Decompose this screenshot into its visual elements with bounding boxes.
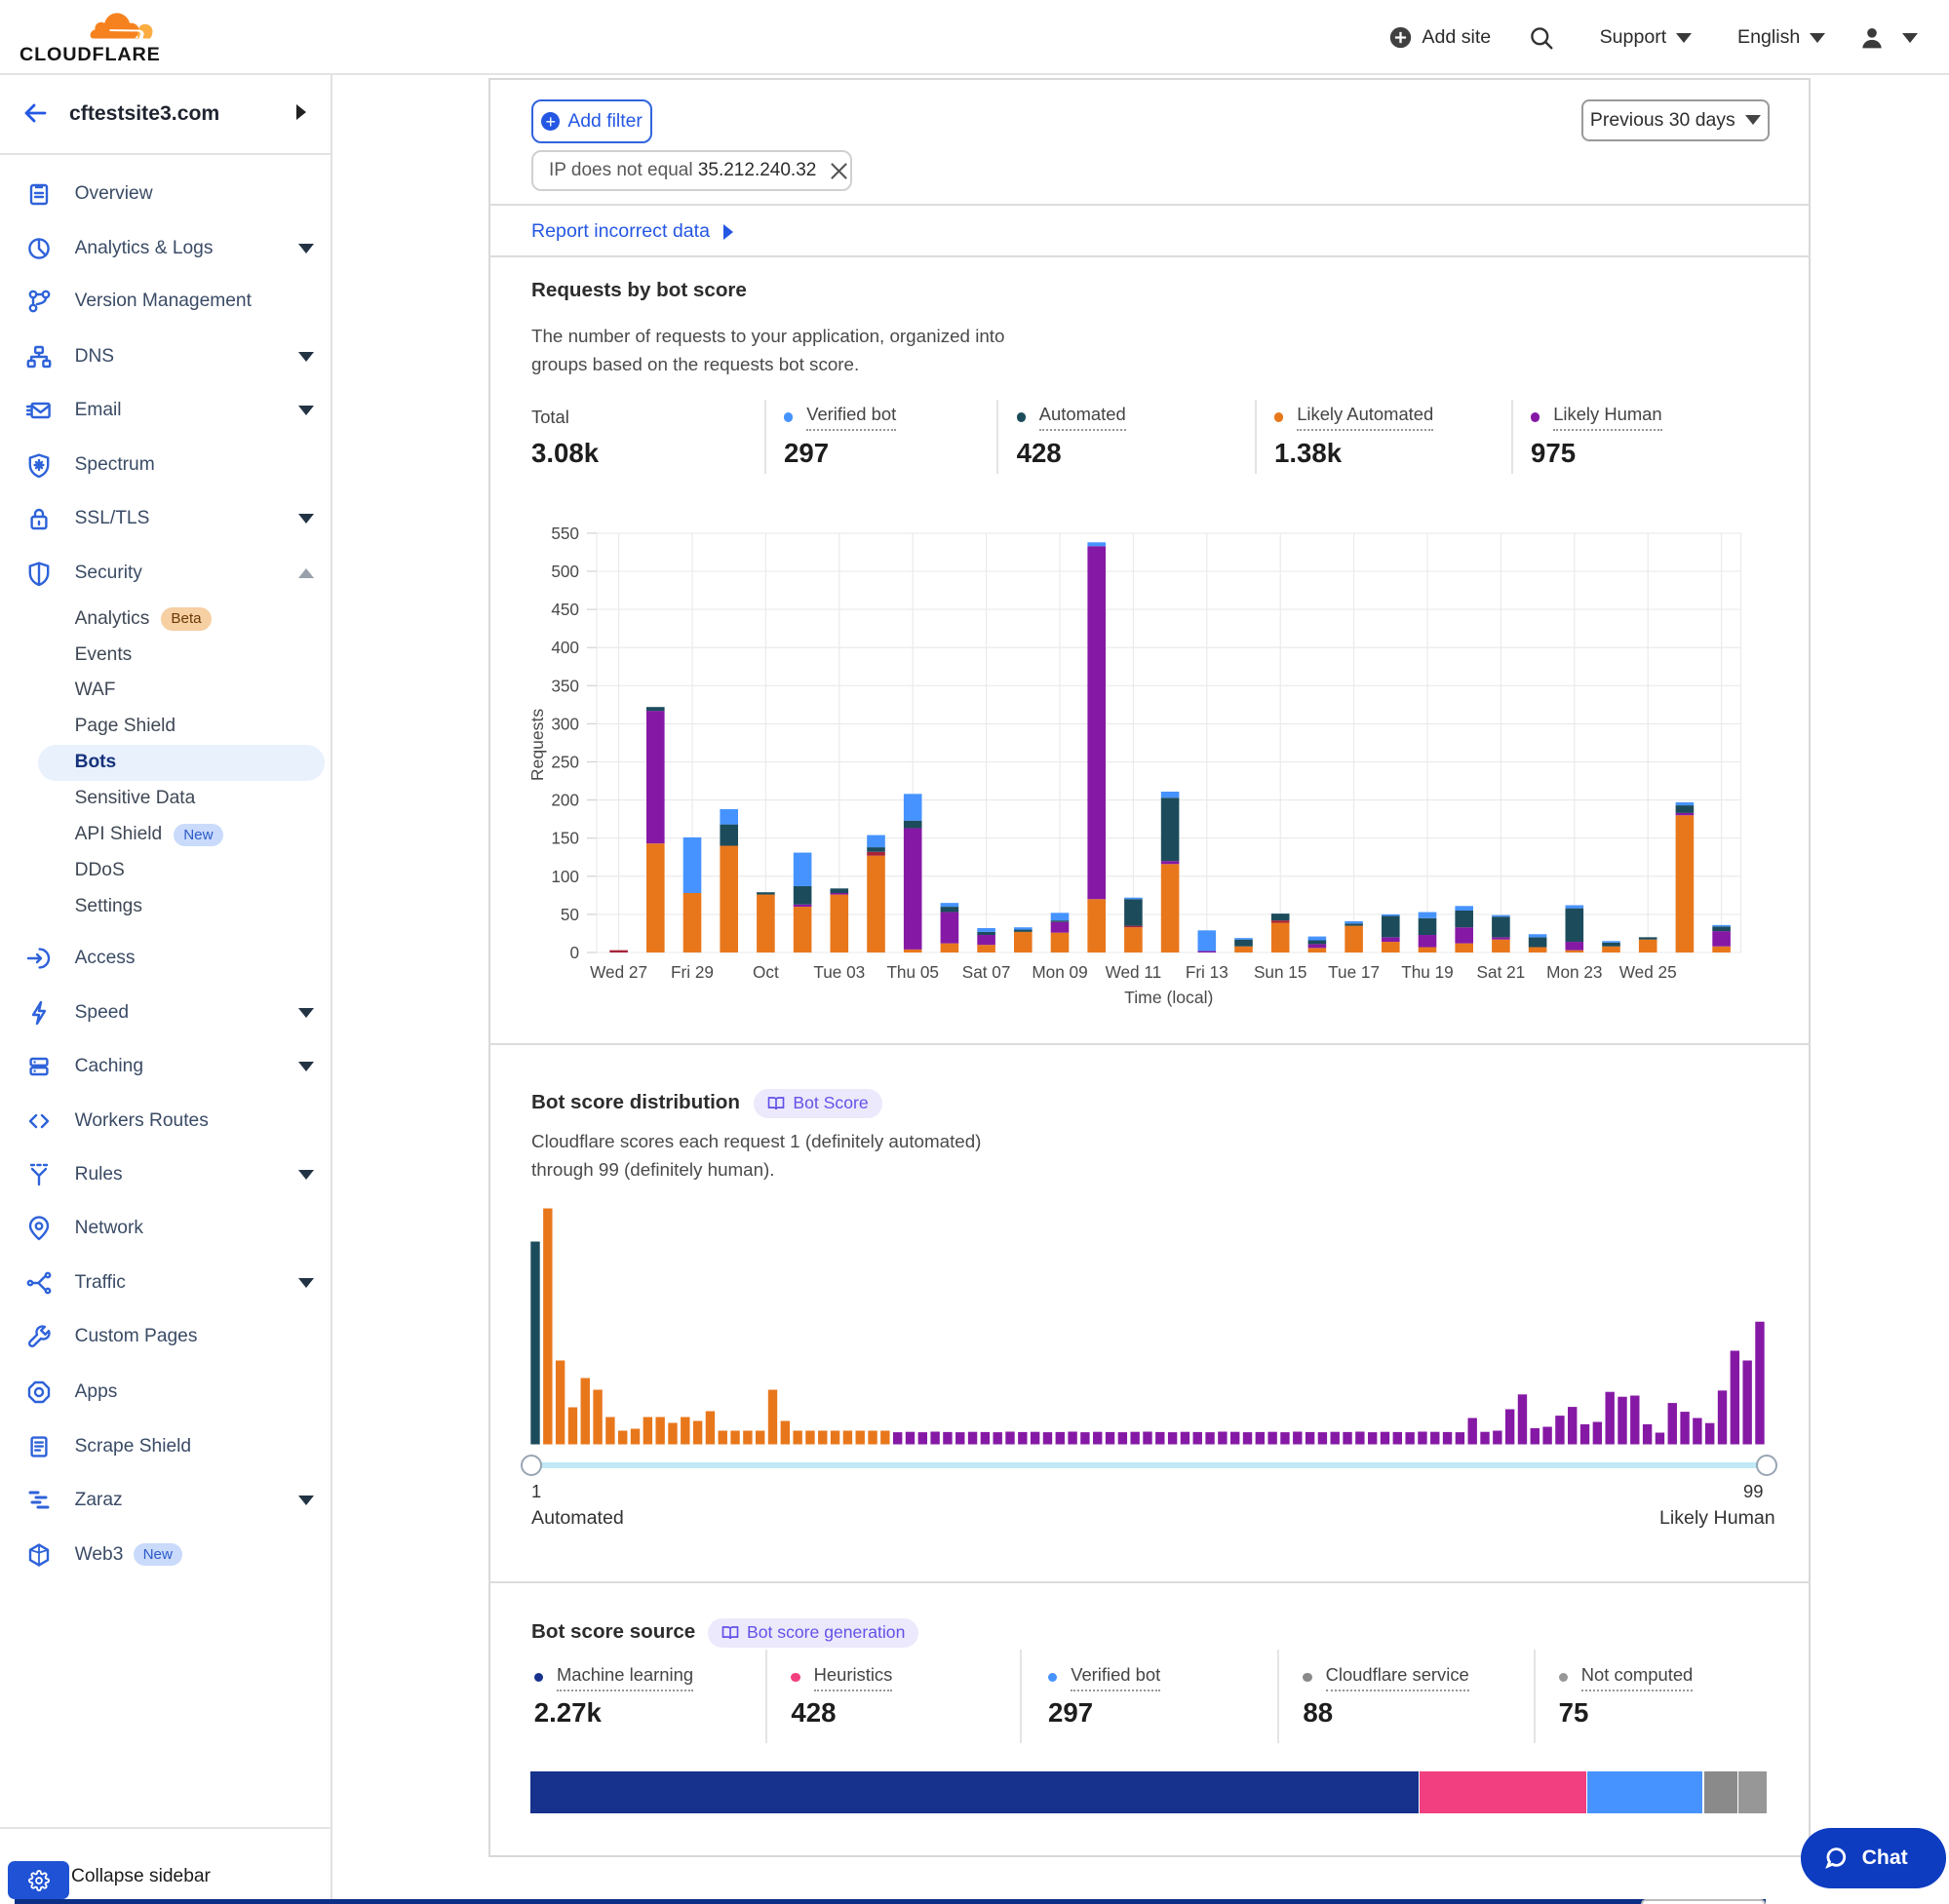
svg-text:Time (local): Time (local) [1124,988,1213,1007]
svg-text:350: 350 [551,676,579,695]
svg-text:100: 100 [551,867,579,886]
svg-text:Thu 05: Thu 05 [886,962,939,982]
svg-text:150: 150 [551,829,579,848]
svg-text:Wed 27: Wed 27 [590,962,647,982]
svg-text:Mon 09: Mon 09 [1032,962,1087,982]
svg-text:Fri 29: Fri 29 [671,962,714,982]
svg-text:Tue 03: Tue 03 [813,962,865,982]
svg-text:550: 550 [551,524,579,543]
svg-text:200: 200 [551,791,579,810]
svg-text:Fri 13: Fri 13 [1186,962,1228,982]
svg-text:Sat 07: Sat 07 [962,962,1011,982]
svg-text:0: 0 [569,943,579,962]
svg-text:250: 250 [551,753,579,772]
svg-text:Requests: Requests [527,709,547,782]
svg-text:Thu 19: Thu 19 [1401,962,1454,982]
svg-text:Tue 17: Tue 17 [1328,962,1380,982]
svg-text:Wed 11: Wed 11 [1106,962,1162,982]
svg-text:Sun 15: Sun 15 [1254,962,1306,982]
svg-text:400: 400 [551,638,579,657]
svg-text:Mon 23: Mon 23 [1546,962,1602,982]
svg-text:Oct: Oct [753,962,779,982]
svg-text:450: 450 [551,600,579,619]
svg-text:300: 300 [551,714,579,733]
svg-text:Wed 25: Wed 25 [1619,962,1677,982]
svg-text:Sat 21: Sat 21 [1477,962,1526,982]
svg-text:50: 50 [561,905,579,924]
svg-text:500: 500 [551,562,579,581]
